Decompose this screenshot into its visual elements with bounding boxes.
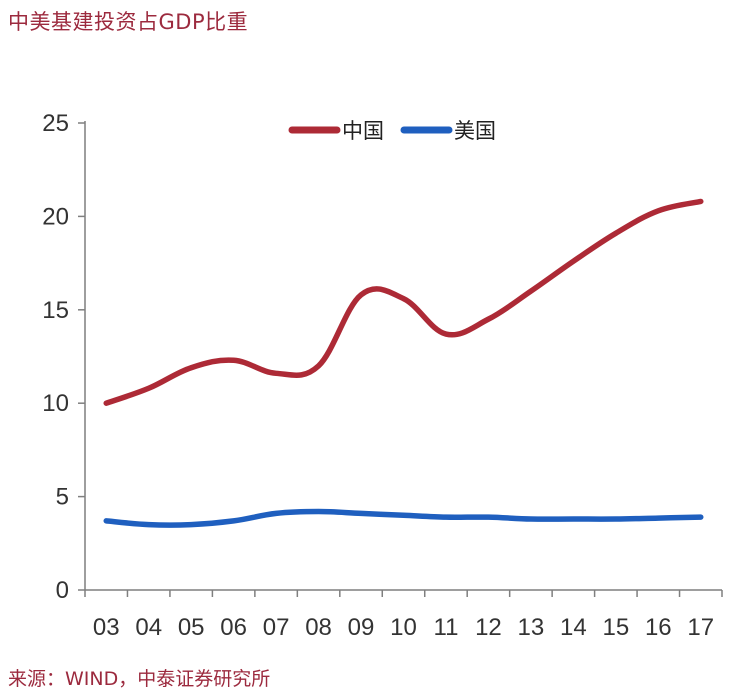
y-tick-label: 10 xyxy=(42,390,69,417)
x-tick-label: 14 xyxy=(560,614,587,641)
x-tick-label: 11 xyxy=(434,614,459,641)
x-tick-label: 03 xyxy=(93,614,120,641)
x-tick-label: 16 xyxy=(645,614,672,641)
x-tick-label: 04 xyxy=(135,614,162,641)
x-tick-label: 15 xyxy=(602,614,629,641)
x-tick-label: 13 xyxy=(518,614,545,641)
x-tick-label: 05 xyxy=(178,614,205,641)
series-lines xyxy=(103,198,704,528)
series-line-china xyxy=(103,198,704,406)
x-tick-label: 12 xyxy=(475,614,502,641)
y-tick-label: 5 xyxy=(56,484,69,511)
axes xyxy=(78,121,723,597)
x-tick-label: 10 xyxy=(390,614,417,641)
y-tick-label: 15 xyxy=(42,297,69,324)
series-line-usa xyxy=(103,508,704,528)
x-tick-label: 17 xyxy=(687,614,714,641)
x-tick-label: 08 xyxy=(305,614,332,641)
chart-title: 中美基建投资占GDP比重 xyxy=(8,10,249,34)
y-tick-label: 0 xyxy=(56,577,69,604)
y-tick-label: 25 xyxy=(42,110,69,137)
x-tick-label: 09 xyxy=(348,614,375,641)
legend-label-usa: 美国 xyxy=(454,119,496,143)
x-tick-label: 06 xyxy=(220,614,247,641)
legend: 中国 美国 xyxy=(288,119,496,143)
y-tick-labels: 0 5 10 15 20 25 xyxy=(42,110,69,604)
x-tick-label: 07 xyxy=(263,614,290,641)
source-note: 来源：WIND，中泰证券研究所 xyxy=(8,668,271,690)
x-tick-labels: 03 04 05 06 07 08 09 10 11 12 13 14 15 16 17 xyxy=(93,614,714,641)
y-tick-label: 20 xyxy=(42,203,69,230)
legend-label-china: 中国 xyxy=(342,119,384,143)
